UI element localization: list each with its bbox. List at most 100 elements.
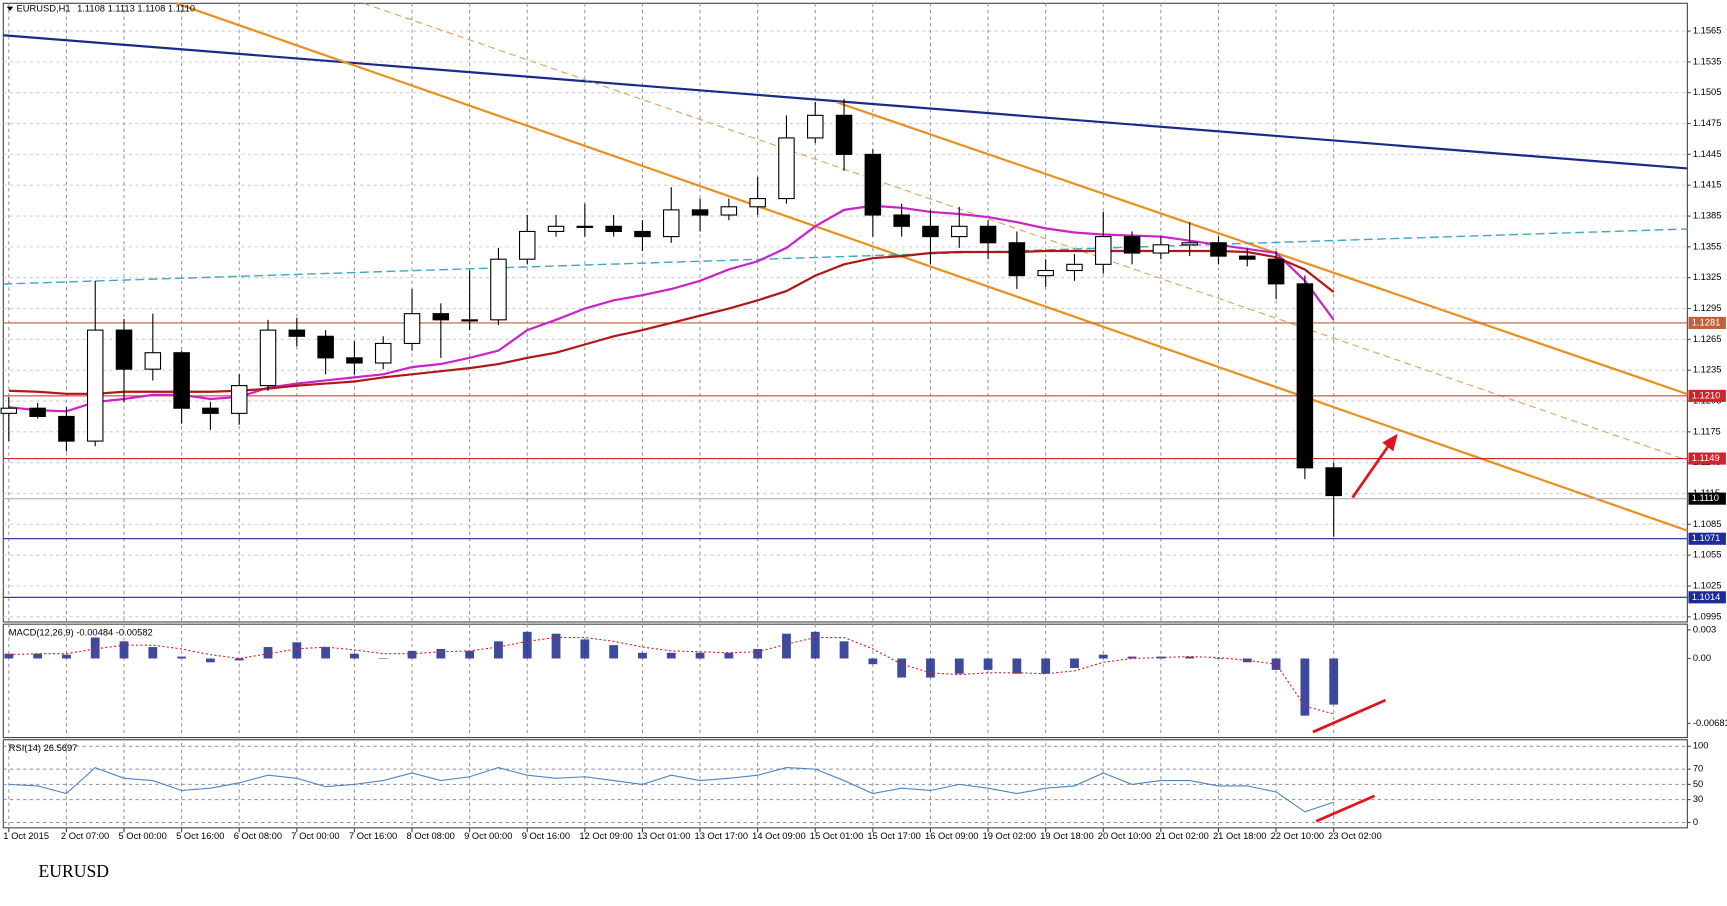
- macd-bar: [119, 641, 129, 659]
- candle-body: [1239, 255, 1256, 260]
- x-tick-label: 6 Oct 08:00: [234, 831, 282, 841]
- y-tick-label: 0.00: [1693, 653, 1711, 663]
- price-label: 1.1149: [1692, 453, 1720, 463]
- x-tick-label: 16 Oct 09:00: [925, 831, 979, 841]
- price-label: 1.1210: [1692, 390, 1721, 400]
- macd-bar: [638, 652, 647, 659]
- candle-body: [1008, 242, 1026, 277]
- macd-bar: [954, 658, 964, 674]
- macd-bar: [292, 642, 302, 659]
- header-values: 1.1108 1.1113 1.1108 1.1110: [77, 3, 195, 13]
- candle-body: [230, 385, 248, 414]
- candle-body: [490, 258, 507, 321]
- candle-body: [374, 342, 392, 364]
- macd-bar: [1214, 658, 1223, 660]
- y-tick-label: 1.1265: [1693, 334, 1722, 344]
- candle-body: [547, 225, 565, 233]
- trend-line: [3, 34, 1688, 170]
- rsi-line: [8, 766, 1334, 813]
- arrow-head: [1382, 433, 1398, 452]
- candle-body: [58, 415, 75, 442]
- menu-icon[interactable]: [6, 6, 14, 12]
- candle-body: [432, 313, 450, 321]
- price-label-box: [1688, 532, 1726, 545]
- macd-bar: [177, 656, 187, 659]
- candle-body: [778, 137, 795, 200]
- macd-bar: [234, 658, 244, 661]
- divergence-line: [1312, 698, 1387, 734]
- price-label-box: [1688, 452, 1726, 465]
- macd-bar: [1185, 656, 1195, 659]
- channel-mid-line: [363, 2, 1688, 461]
- macd-bar: [897, 658, 907, 678]
- y-tick-label: -0.00681: [1693, 718, 1727, 728]
- candle-body: [403, 313, 421, 345]
- arrow: [1351, 442, 1392, 499]
- y-tick-label: 70: [1693, 764, 1703, 774]
- macd-bar: [1012, 658, 1022, 674]
- macd-bar: [436, 648, 446, 659]
- symbol-title: EURUSD,H1: [17, 3, 71, 13]
- candle-body: [317, 335, 334, 359]
- price-label-box: [1688, 492, 1726, 505]
- macd-bar: [148, 647, 158, 659]
- candle-body: [1210, 242, 1227, 257]
- candle-body: [346, 357, 363, 364]
- candle-body: [893, 214, 910, 227]
- candle-body: [1123, 236, 1141, 254]
- x-tick-label: 9 Oct 00:00: [464, 831, 512, 841]
- y-tick-label: 1.1235: [1693, 365, 1722, 375]
- y-tick-label: 1.0995: [1693, 611, 1722, 621]
- y-tick-label: 100: [1693, 741, 1709, 751]
- macd-bar: [609, 645, 619, 659]
- candle-body: [691, 209, 709, 216]
- caption: EURUSD: [39, 861, 110, 881]
- macd-bar: [580, 639, 590, 659]
- candle-body: [144, 352, 162, 370]
- macd-bar: [782, 633, 791, 659]
- x-tick-label: 5 Oct 00:00: [119, 831, 167, 841]
- candle-body: [1066, 263, 1083, 272]
- y-tick-label: 50: [1693, 779, 1703, 789]
- price-label: 1.1110: [1692, 493, 1719, 503]
- candle-body: [749, 198, 766, 208]
- x-tick-label: 2 Oct 07:00: [61, 831, 109, 841]
- x-tick-label: 22 Oct 10:00: [1271, 831, 1325, 841]
- macd-bar: [1242, 658, 1252, 663]
- price-label: 1.1281: [1692, 317, 1721, 327]
- macd-bar: [522, 631, 532, 659]
- candle-body: [0, 407, 18, 414]
- price-label-box: [1688, 389, 1726, 402]
- candle-body: [29, 407, 46, 417]
- x-tick-label: 7 Oct 00:00: [291, 831, 339, 841]
- x-tick-label: 13 Oct 01:00: [637, 831, 691, 841]
- candle-body: [86, 329, 104, 442]
- macd-bar: [926, 658, 935, 678]
- candle-body: [720, 206, 738, 216]
- x-tick-label: 12 Oct 09:00: [579, 831, 633, 841]
- rsi-panel: [2, 739, 1688, 829]
- y-tick-label: 1.1505: [1693, 87, 1722, 97]
- candle-body: [173, 352, 190, 409]
- macd-bar: [666, 652, 676, 659]
- x-tick-label: 14 Oct 09:00: [752, 831, 806, 841]
- x-tick-label: 15 Oct 17:00: [867, 831, 921, 841]
- candle-body: [576, 225, 594, 228]
- candle-body: [806, 114, 824, 139]
- y-tick-label: 1.1475: [1693, 118, 1722, 128]
- macd-label: MACD(12,26,9) -0.00484 -0.00582: [9, 627, 153, 637]
- x-tick-label: 21 Oct 18:00: [1213, 831, 1267, 841]
- candle-body: [1325, 467, 1342, 497]
- macd-bar: [206, 658, 215, 663]
- macd-bar: [724, 652, 734, 659]
- candle-body: [1095, 236, 1112, 265]
- macd-bar: [494, 641, 503, 659]
- macd-panel: [2, 623, 1688, 739]
- candle-body: [259, 329, 277, 387]
- y-tick-label: 0.003: [1693, 624, 1716, 634]
- macd-bar: [1329, 658, 1339, 705]
- candle-body: [461, 319, 478, 322]
- candle-body: [605, 225, 622, 233]
- macd-bar: [810, 631, 820, 659]
- x-tick-label: 1 Oct 2015: [3, 831, 49, 841]
